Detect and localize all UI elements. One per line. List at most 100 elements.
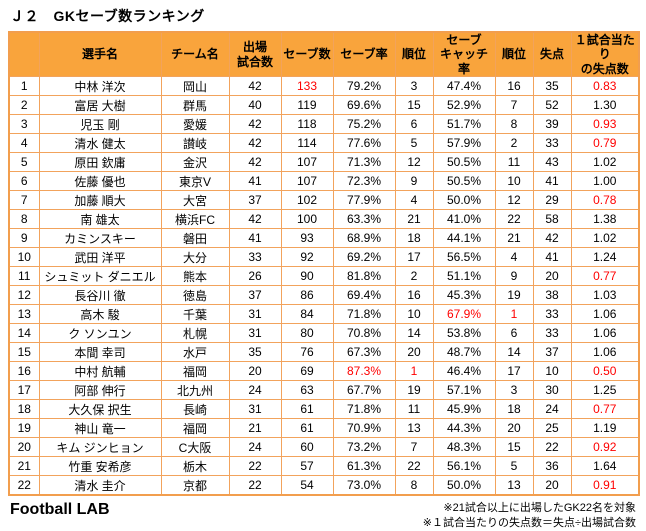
cell-sr: 67.7% xyxy=(332,380,396,401)
column-header-7: セーブ キャッチ率 xyxy=(432,31,496,78)
cell-gapm: 0.83 xyxy=(570,76,640,97)
cell-cr: 56.1% xyxy=(432,456,496,477)
cell-cr: 51.7% xyxy=(432,114,496,135)
table-row: 16 中村 航輔 福岡 20 69 87.3% 1 46.4% 17 10 0.50 xyxy=(8,361,640,382)
cell-team: 長崎 xyxy=(160,399,230,420)
cell-team: 千葉 xyxy=(160,304,230,325)
column-header-4: セーブ数 xyxy=(280,31,334,78)
cell-gapm: 0.79 xyxy=(570,133,640,154)
cell-gapm: 1.06 xyxy=(570,342,640,363)
cell-team: 岡山 xyxy=(160,76,230,97)
cell-srr: 6 xyxy=(394,114,434,135)
cell-cr: 50.0% xyxy=(432,190,496,211)
cell-ga: 30 xyxy=(532,380,572,401)
cell-sr: 73.0% xyxy=(332,475,396,496)
cell-gapm: 0.77 xyxy=(570,266,640,287)
cell-ga: 41 xyxy=(532,171,572,192)
cell-team: 水戸 xyxy=(160,342,230,363)
gk-save-ranking-table: 選手名 チーム名 出場 試合数 セーブ数 セーブ率 順位 セーブ キャッチ率 順位 失点 １試合当… xyxy=(8,31,640,497)
cell-gapm: 1.06 xyxy=(570,323,640,344)
cell-matches: 33 xyxy=(228,247,282,268)
cell-matches: 31 xyxy=(228,399,282,420)
cell-cr: 51.1% xyxy=(432,266,496,287)
cell-ga: 52 xyxy=(532,95,572,116)
cell-srr: 7 xyxy=(394,437,434,458)
cell-gapm: 1.38 xyxy=(570,209,640,230)
column-header-2: チーム名 xyxy=(160,31,230,78)
cell-team: C大阪 xyxy=(160,437,230,458)
cell-cr: 48.3% xyxy=(432,437,496,458)
cell-gapm: 1.24 xyxy=(570,247,640,268)
cell-crr: 14 xyxy=(494,342,534,363)
cell-name: 中林 洋次 xyxy=(38,76,162,97)
cell-team: 愛媛 xyxy=(160,114,230,135)
cell-ga: 22 xyxy=(532,437,572,458)
cell-name: ク ソンユン xyxy=(38,323,162,344)
cell-saves: 119 xyxy=(280,95,334,116)
table-row: 11 シュミット ダニエル 熊本 26 90 81.8% 2 51.1% 9 20 0.77 xyxy=(8,266,640,287)
cell-gapm: 1.00 xyxy=(570,171,640,192)
cell-ga: 20 xyxy=(532,475,572,496)
cell-name: 神山 竜一 xyxy=(38,418,162,439)
cell-saves: 90 xyxy=(280,266,334,287)
cell-team: 福岡 xyxy=(160,361,230,382)
cell-crr: 17 xyxy=(494,361,534,382)
cell-saves: 54 xyxy=(280,475,334,496)
cell-team: 讃岐 xyxy=(160,133,230,154)
footnotes: ※21試合以上に出場したGK22名を対象 ※１試合当たりの失点数＝失点÷出場試合… xyxy=(423,501,636,531)
cell-matches: 42 xyxy=(228,133,282,154)
cell-gapm: 1.19 xyxy=(570,418,640,439)
cell-saves: 102 xyxy=(280,190,334,211)
cell-ga: 33 xyxy=(532,133,572,154)
cell-team: 大分 xyxy=(160,247,230,268)
cell-saves: 133 xyxy=(280,76,334,97)
column-header-8: 順位 xyxy=(494,31,534,78)
cell-rank: 6 xyxy=(8,171,40,192)
cell-rank: 20 xyxy=(8,437,40,458)
cell-crr: 6 xyxy=(494,323,534,344)
cell-matches: 26 xyxy=(228,266,282,287)
table-row: 12 長谷川 徹徳島 37 86 69.4% 16 45.3% 19 38 1.03 xyxy=(8,285,640,306)
cell-cr: 67.9% xyxy=(432,304,496,325)
cell-saves: 100 xyxy=(280,209,334,230)
table-row: 17 阿部 伸行 北九州 24 63 67.7% 19 57.1% 3 30 1.25 xyxy=(8,380,640,401)
cell-rank: 19 xyxy=(8,418,40,439)
cell-sr: 68.9% xyxy=(332,228,396,249)
cell-srr: 5 xyxy=(394,133,434,154)
cell-saves: 107 xyxy=(280,171,334,192)
cell-sr: 61.3% xyxy=(332,456,396,477)
cell-saves: 61 xyxy=(280,418,334,439)
cell-rank: 3 xyxy=(8,114,40,135)
cell-name: 清水 健太 xyxy=(38,133,162,154)
cell-team: 磐田 xyxy=(160,228,230,249)
cell-rank: 22 xyxy=(8,475,40,496)
cell-srr: 1 xyxy=(394,361,434,382)
cell-saves: 86 xyxy=(280,285,334,306)
cell-gapm: 1.02 xyxy=(570,228,640,249)
cell-saves: 107 xyxy=(280,152,334,173)
cell-srr: 11 xyxy=(394,399,434,420)
cell-name: 長谷川 徹 xyxy=(38,285,162,306)
cell-matches: 42 xyxy=(228,152,282,173)
header-row: 選手名 チーム名 出場 試合数 セーブ数 セーブ率 順位 セーブ キャッチ率 順位 失点 １試合当… xyxy=(8,31,640,78)
cell-crr: 3 xyxy=(494,380,534,401)
cell-sr: 79.2% xyxy=(332,76,396,97)
cell-rank: 4 xyxy=(8,133,40,154)
cell-cr: 47.4% xyxy=(432,76,496,97)
cell-crr: 16 xyxy=(494,76,534,97)
cell-crr: 21 xyxy=(494,228,534,249)
cell-name: 高木 駿 xyxy=(38,304,162,325)
cell-ga: 20 xyxy=(532,266,572,287)
cell-name: 南 雄太 xyxy=(38,209,162,230)
cell-matches: 40 xyxy=(228,95,282,116)
cell-ga: 24 xyxy=(532,399,572,420)
cell-ga: 35 xyxy=(532,76,572,97)
cell-crr: 5 xyxy=(494,456,534,477)
cell-cr: 53.8% xyxy=(432,323,496,344)
cell-name: 阿部 伸行 xyxy=(38,380,162,401)
cell-ga: 41 xyxy=(532,247,572,268)
cell-cr: 48.7% xyxy=(432,342,496,363)
cell-crr: 20 xyxy=(494,418,534,439)
cell-cr: 50.0% xyxy=(432,475,496,496)
cell-srr: 14 xyxy=(394,323,434,344)
